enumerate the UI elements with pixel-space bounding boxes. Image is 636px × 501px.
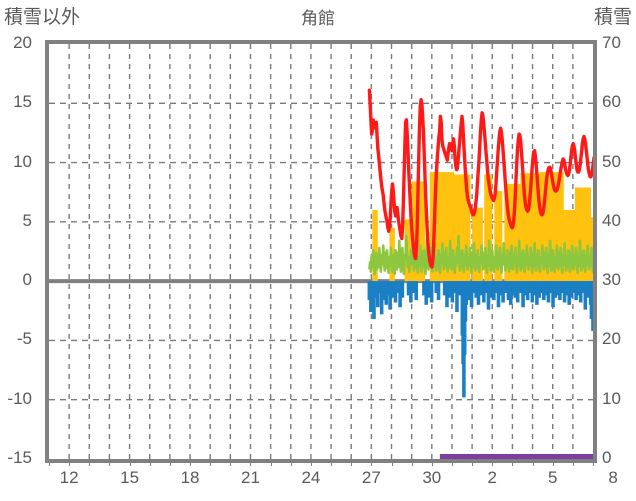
y-tick-left: 10: [13, 151, 32, 171]
x-tick-label: 18: [180, 468, 200, 487]
y-tick-left: 5: [22, 210, 32, 230]
plot-area: [45, 40, 597, 463]
y-tick-right: 70: [602, 33, 621, 52]
y-tick-right: 60: [602, 92, 621, 112]
data-series: [367, 88, 593, 459]
y-tick-right: 0: [602, 448, 612, 467]
y-tick-right: 40: [602, 210, 621, 230]
x-tick-label: 24: [301, 468, 321, 487]
x-tick-label: 12: [59, 468, 79, 487]
x-tick-label: 15: [120, 468, 140, 487]
x-tick-label: 30: [422, 468, 442, 487]
y-tick-left: 0: [22, 270, 32, 290]
y-tick-right: 50: [602, 151, 621, 171]
y-tick-left: -10: [7, 388, 32, 408]
y-tick-left: -15: [7, 448, 32, 467]
page-title: 角館: [301, 9, 335, 28]
left-axis-title: 積雪以外: [4, 7, 81, 28]
y-tick-left: 15: [13, 92, 32, 112]
y-tick-right: 10: [602, 388, 621, 408]
y-tick-right: 20: [602, 329, 621, 349]
right-axis-title: 積雪: [593, 7, 632, 28]
x-tick-label: 8: [608, 468, 618, 487]
x-tick-label: 5: [547, 468, 558, 487]
plot-inner: [49, 44, 593, 459]
y-tick-left: 20: [13, 33, 32, 52]
x-tick-label: 21: [241, 468, 260, 487]
y-tick-left: -5: [16, 329, 32, 349]
x-tick-label: 2: [487, 468, 497, 487]
y-tick-right: 30: [602, 270, 621, 290]
x-tick-label: 27: [361, 468, 381, 487]
